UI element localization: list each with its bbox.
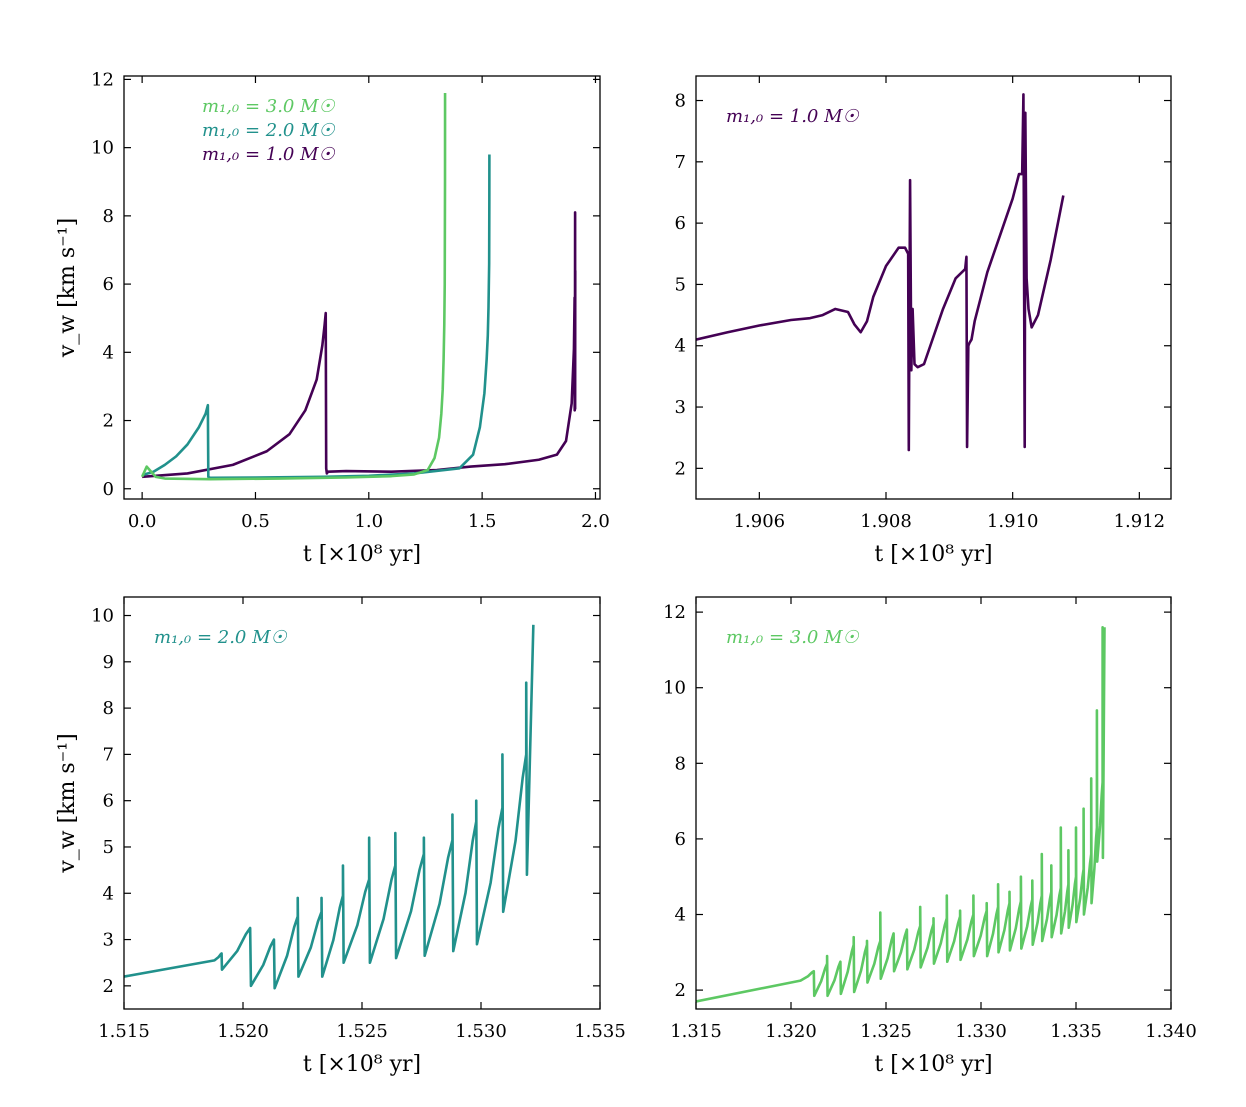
- series-line-0: [124, 624, 535, 990]
- x-tick-label: 1.330: [955, 1021, 1007, 1042]
- legend-entry: m₁,₀ = 3.0 M☉: [202, 96, 336, 117]
- y-axis-label: v_w [km s⁻¹]: [55, 733, 80, 873]
- x-tick-label: 2.0: [581, 511, 610, 532]
- x-tick-label: 0.0: [128, 511, 157, 532]
- x-tick-label: 1.535: [574, 1021, 626, 1042]
- y-tick-label: 5: [675, 274, 686, 295]
- x-tick-label: 1.5: [468, 511, 497, 532]
- y-tick-label: 3: [675, 397, 686, 418]
- y-tick-label: 5: [103, 837, 114, 858]
- axes-frame: [123, 75, 601, 500]
- series-line-0: [696, 625, 1106, 1003]
- y-axis-label: v_w [km s⁻¹]: [55, 218, 80, 358]
- y-tick-label: 4: [103, 883, 114, 904]
- legend-entry: m₁,₀ = 1.0 M☉: [202, 144, 336, 165]
- x-tick-label: 1.530: [455, 1021, 507, 1042]
- panel-m2: 1.515 1.520 1.525 1.530 1.535 2 3 4 5 6 7 8 9 10 t [×1…: [55, 596, 626, 1077]
- x-tick-label: 1.910: [987, 511, 1039, 532]
- x-tick-label: 1.315: [670, 1021, 722, 1042]
- x-tick-label: 1.525: [336, 1021, 388, 1042]
- panel-overview: 0.0 0.5 1.0 1.5 2.0 0 2 4 6 8 10 12 t [×10⁸ yr] v_w […: [55, 69, 610, 567]
- x-tick-label: 1.325: [860, 1021, 912, 1042]
- panel-annotation: m₁,₀ = 3.0 M☉: [726, 627, 860, 648]
- y-tick-label: 7: [675, 152, 686, 173]
- y-tick-label: 12: [663, 602, 686, 623]
- series-group: [696, 625, 1106, 1003]
- y-tick-label: 2: [675, 980, 686, 1001]
- panel-m1: 1.906 1.908 1.910 1.912 2 3 4 5 6 7 8 t [×10⁸ yr] m₁…: [675, 75, 1172, 567]
- y-tick-label: 4: [103, 342, 114, 363]
- y-tick-label: 2: [103, 411, 114, 432]
- y-tick-label: 0: [103, 479, 114, 500]
- y-tick-label: 8: [675, 91, 686, 112]
- y-tick-label: 6: [103, 791, 114, 812]
- x-tick-label: 1.335: [1050, 1021, 1102, 1042]
- x-tick-label: 1.906: [734, 511, 786, 532]
- y-tick-label: 6: [675, 213, 686, 234]
- x-axis-label: t [×10⁸ yr]: [874, 542, 992, 567]
- y-tick-label: 9: [103, 652, 114, 673]
- y-tick-label: 6: [103, 274, 114, 295]
- panel-m3: 1.315 1.320 1.325 1.330 1.335 1.340 2 4 6 8 10 12 t …: [663, 596, 1197, 1077]
- x-tick-label: 0.5: [241, 511, 270, 532]
- y-tick-label: 8: [103, 206, 114, 227]
- series-group: [124, 624, 535, 990]
- x-tick-label: 1.340: [1145, 1021, 1197, 1042]
- y-tick-label: 8: [103, 698, 114, 719]
- y-tick-label: 2: [103, 976, 114, 997]
- y-tick-label: 6: [675, 829, 686, 850]
- axes-frame: [695, 75, 1172, 500]
- y-tick-label: 3: [103, 930, 114, 951]
- x-axis-label: t [×10⁸ yr]: [874, 1052, 992, 1077]
- x-tick-label: 1.912: [1114, 511, 1166, 532]
- x-tick-label: 1.320: [765, 1021, 817, 1042]
- legend-entry: m₁,₀ = 2.0 M☉: [202, 120, 336, 141]
- y-tick-label: 10: [91, 606, 114, 627]
- x-axis-label: t [×10⁸ yr]: [303, 1052, 421, 1077]
- y-tick-label: 8: [675, 753, 686, 774]
- panel-annotation: m₁,₀ = 2.0 M☉: [154, 627, 288, 648]
- x-tick-label: 1.520: [217, 1021, 269, 1042]
- panel-annotation: m₁,₀ = 1.0 M☉: [726, 106, 860, 127]
- series-group: [140, 93, 577, 481]
- y-tick-label: 10: [663, 678, 686, 699]
- series-line-2: [140, 93, 447, 481]
- y-tick-label: 10: [91, 138, 114, 159]
- series-line-0: [142, 211, 577, 479]
- series-group: [696, 93, 1065, 452]
- y-tick-label: 4: [675, 905, 686, 926]
- axes-frame: [695, 596, 1172, 1010]
- series-line-0: [696, 93, 1065, 452]
- y-tick-label: 12: [91, 69, 114, 90]
- series-line-1: [141, 154, 491, 480]
- x-tick-label: 1.515: [98, 1021, 150, 1042]
- x-tick-label: 1.0: [354, 511, 383, 532]
- y-tick-label: 2: [675, 458, 686, 479]
- x-axis-label: t [×10⁸ yr]: [303, 542, 421, 567]
- y-tick-label: 7: [103, 744, 114, 765]
- y-tick-label: 4: [675, 336, 686, 357]
- x-tick-label: 1.908: [860, 511, 912, 532]
